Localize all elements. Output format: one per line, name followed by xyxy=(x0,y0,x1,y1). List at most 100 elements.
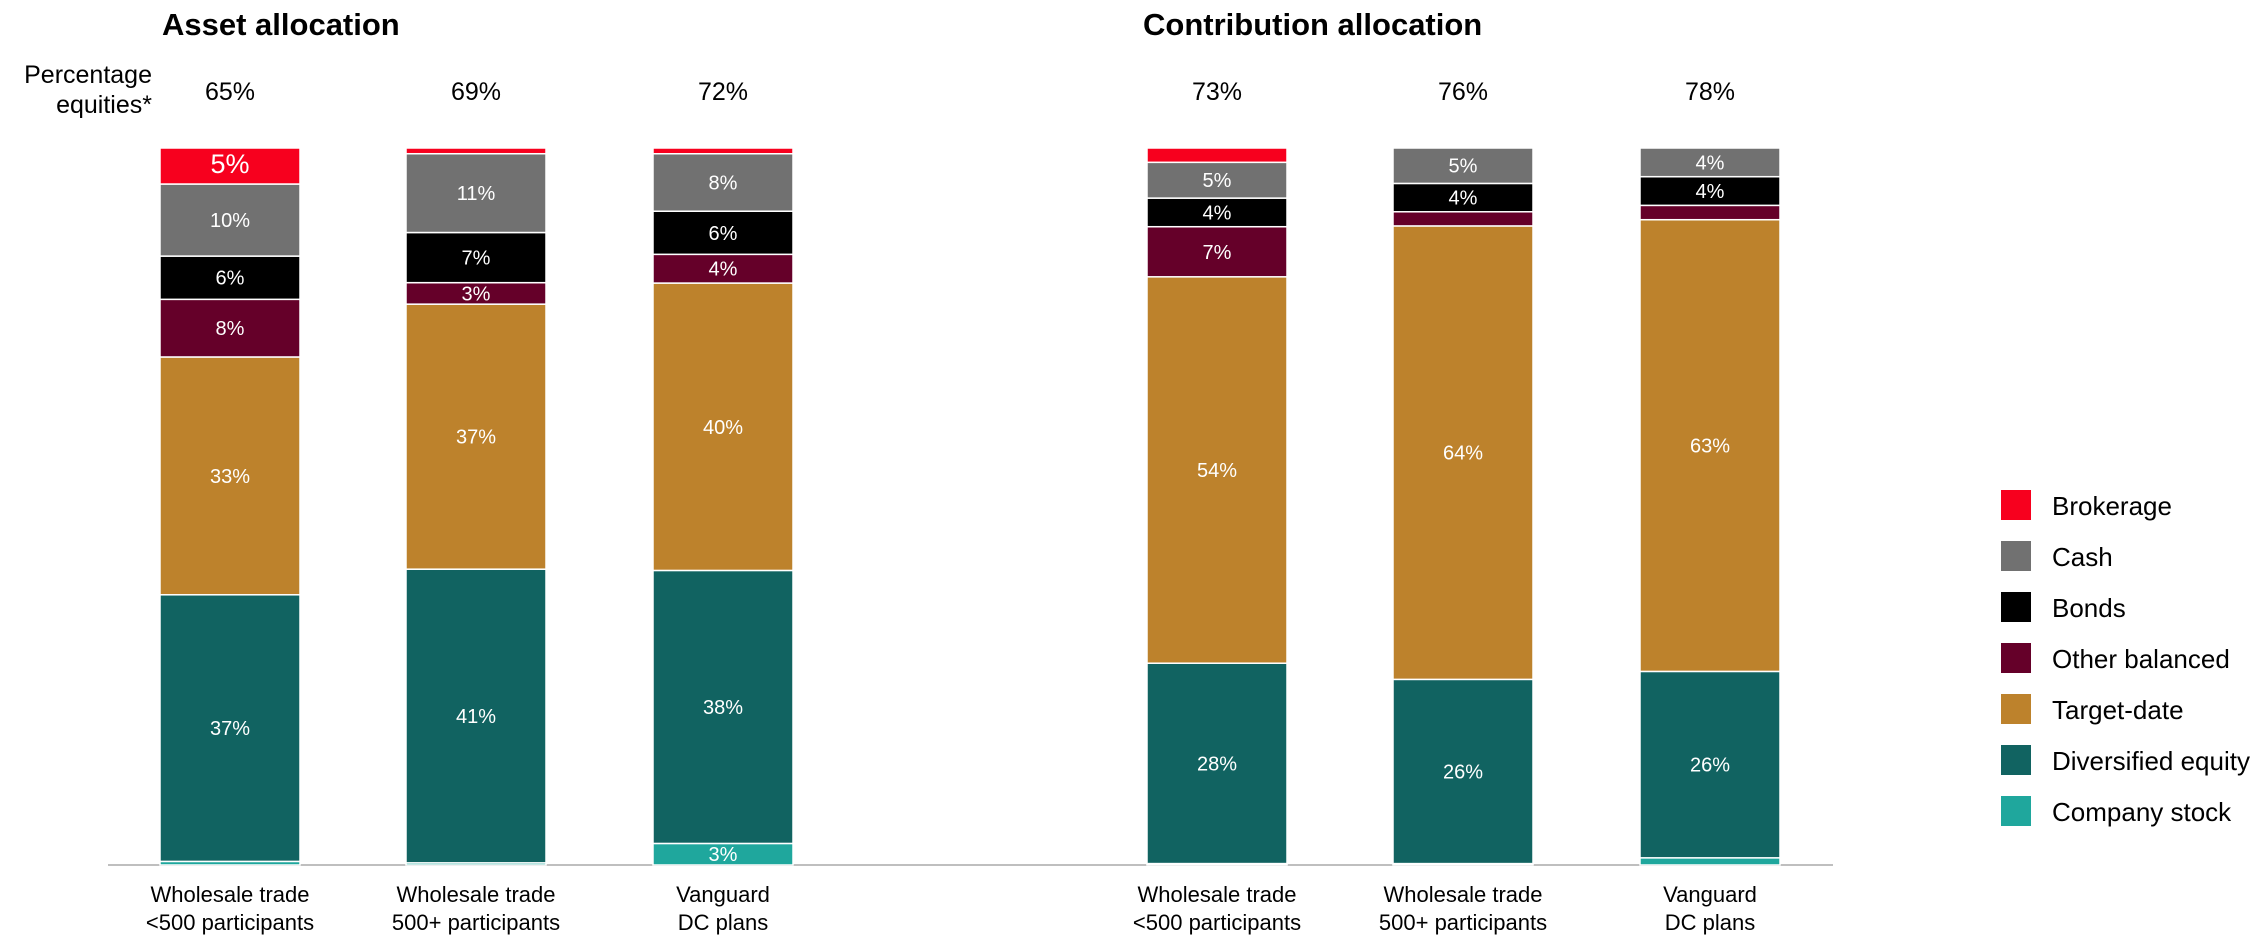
segment-label-cash: 5% xyxy=(1203,170,1232,192)
segment-label-diversified-equity: 26% xyxy=(1443,761,1483,783)
bar-segment-bonds xyxy=(1146,197,1288,228)
legend-swatch-bonds xyxy=(2001,592,2031,622)
percentage-equities-value: 65% xyxy=(205,78,255,106)
legend-label-target-date: Target-date xyxy=(2052,695,2184,725)
segment-label-diversified-equity: 37% xyxy=(210,718,250,740)
segment-label-diversified-equity: 28% xyxy=(1197,753,1237,775)
segment-label-bonds: 4% xyxy=(1203,202,1232,224)
bar-segment-diversified-equity xyxy=(1392,678,1534,865)
category-label: Vanguard xyxy=(676,882,770,907)
segment-label-target-date: 64% xyxy=(1443,443,1483,465)
legend-label-diversified-equity: Diversified equity xyxy=(2052,746,2250,776)
percentage-equities-value: 76% xyxy=(1438,78,1488,106)
legend-swatch-cash xyxy=(2001,541,2031,571)
category-label: Wholesale trade xyxy=(1384,882,1543,907)
legend: Brokerage Cash Bonds Other balanced Target-d… xyxy=(2001,490,2250,827)
legend-swatch-diversified-equity xyxy=(2001,745,2031,775)
bar-segment-target-date xyxy=(1146,276,1288,664)
legend-swatch-target-date xyxy=(2001,694,2031,724)
segment-label-target-date: 33% xyxy=(210,466,250,488)
bar-segment-bonds xyxy=(1639,175,1781,207)
bar-segment-target-date xyxy=(405,303,547,570)
bar-segment-diversified-equity xyxy=(159,594,301,863)
bar-segment-cash xyxy=(405,152,547,234)
panel-title-contribution-allocation: Contribution allocation xyxy=(1143,7,1482,42)
legend-swatch-company-stock xyxy=(2001,796,2031,826)
legend-label-cash: Cash xyxy=(2052,542,2113,572)
percentage-equities-value: 69% xyxy=(451,78,501,106)
segment-label-other-balanced: 3% xyxy=(462,283,491,305)
percentage-equities-label-line2: equities* xyxy=(56,91,152,119)
segment-label-target-date: 40% xyxy=(703,417,743,439)
bar-segment-target-date xyxy=(159,356,301,596)
bars-layer: 37% 33% 8% 6% 10% 5% 65% Wholesale trade <500 pa… xyxy=(146,78,1781,935)
segment-label-cash: 5% xyxy=(1449,156,1478,178)
bar-segment-other-balanced xyxy=(1392,211,1534,227)
bar-segment-other-balanced xyxy=(652,253,794,284)
category-label: <500 participants xyxy=(146,910,314,935)
segment-label-target-date: 37% xyxy=(456,427,496,449)
category-label: 500+ participants xyxy=(392,910,560,935)
segment-label-target-date: 63% xyxy=(1690,436,1730,458)
bar-segment-diversified-equity xyxy=(1639,670,1781,859)
category-label: Wholesale trade xyxy=(1138,882,1297,907)
legend-swatch-brokerage xyxy=(2001,490,2031,520)
bar-segment-cash xyxy=(1392,147,1534,185)
bar-segment-brokerage xyxy=(652,147,794,155)
percentage-equities-value: 72% xyxy=(698,78,748,106)
bar-segment-cash xyxy=(159,183,301,257)
category-label: Vanguard xyxy=(1663,882,1757,907)
bar-segment-brokerage xyxy=(405,147,547,155)
segment-label-diversified-equity: 26% xyxy=(1690,755,1730,777)
bar-segment-bonds xyxy=(159,255,301,301)
segment-label-cash: 10% xyxy=(210,210,250,232)
category-label: 500+ participants xyxy=(1379,910,1547,935)
segment-label-bonds: 4% xyxy=(1696,181,1725,203)
bar-segment-target-date xyxy=(1392,225,1534,681)
bar-segment-bonds xyxy=(1392,182,1534,213)
percentage-equities-label-line1: Percentage xyxy=(24,61,152,89)
segment-label-bonds: 7% xyxy=(462,248,491,270)
bar-segment-target-date xyxy=(652,282,794,572)
segment-label-bonds: 4% xyxy=(1449,188,1478,210)
segment-label-brokerage: 5% xyxy=(210,149,249,179)
segment-label-diversified-equity: 41% xyxy=(456,706,496,728)
bar-segment-other-balanced xyxy=(159,298,301,358)
bar-segment-brokerage xyxy=(1146,147,1288,164)
segment-label-other-balanced: 4% xyxy=(709,259,738,281)
legend-label-brokerage: Brokerage xyxy=(2052,491,2172,521)
segment-label-bonds: 6% xyxy=(216,268,245,290)
legend-label-other-balanced: Other balanced xyxy=(2052,644,2230,674)
bar-segment-diversified-equity xyxy=(405,568,547,864)
bar-segment-cash xyxy=(1639,147,1781,178)
category-label: Wholesale trade xyxy=(151,882,310,907)
bar-segment-other-balanced xyxy=(1639,204,1781,221)
segment-label-company-stock: 3% xyxy=(709,844,738,866)
bar-segment-diversified-equity xyxy=(652,569,794,845)
category-label: DC plans xyxy=(678,910,768,935)
bar-segment-company-stock xyxy=(1639,857,1781,866)
bar-segment-cash xyxy=(652,152,794,212)
legend-swatch-other-balanced xyxy=(2001,643,2031,673)
segment-label-cash: 4% xyxy=(1696,152,1725,174)
bar-segment-other-balanced xyxy=(1146,225,1288,278)
category-label: DC plans xyxy=(1665,910,1755,935)
legend-label-bonds: Bonds xyxy=(2052,593,2126,623)
segment-label-bonds: 6% xyxy=(709,223,738,245)
percentage-equities-value: 73% xyxy=(1192,78,1242,106)
segment-label-cash: 8% xyxy=(709,172,738,194)
bar-segment-target-date xyxy=(1639,218,1781,673)
bar-segment-diversified-equity xyxy=(1146,662,1288,865)
panel-title-asset-allocation: Asset allocation xyxy=(162,7,400,42)
category-label: Wholesale trade xyxy=(397,882,556,907)
segment-label-other-balanced: 7% xyxy=(1203,242,1232,264)
bar-segment-brokerage xyxy=(159,147,301,185)
bar-segment-bonds xyxy=(652,210,794,256)
segment-label-target-date: 54% xyxy=(1197,460,1237,482)
segment-label-cash: 11% xyxy=(457,183,496,205)
segment-label-other-balanced: 8% xyxy=(216,318,245,340)
legend-label-company-stock: Company stock xyxy=(2052,797,2232,827)
percentage-equities-value: 78% xyxy=(1685,78,1735,106)
segment-label-diversified-equity: 38% xyxy=(703,697,743,719)
